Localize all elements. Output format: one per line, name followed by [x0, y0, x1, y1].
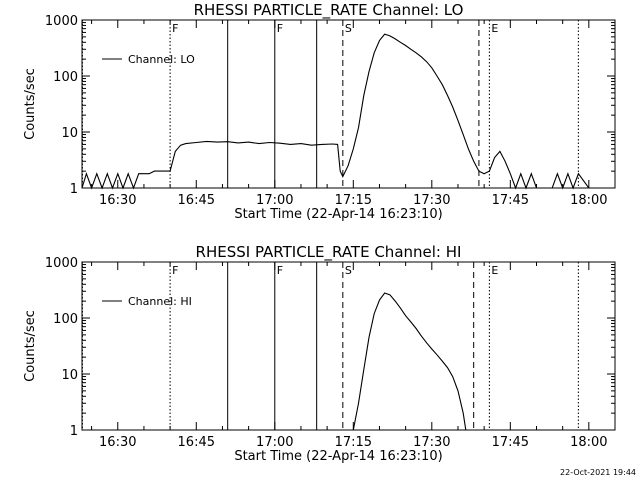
x-tick-label: 16:45 [178, 435, 215, 450]
event-marker-label: F [172, 264, 178, 277]
x-tick-label: 17:00 [256, 435, 293, 450]
event-marker-label: E [491, 264, 498, 277]
x-tick-label: 17:00 [256, 193, 293, 208]
x-tick-label: 17:15 [335, 435, 372, 450]
y-axis-label: Counts/sec [23, 68, 38, 140]
legend-label: Channel: LO [128, 53, 195, 66]
y-tick-label: 1 [70, 182, 78, 197]
event-marker-label: F [277, 22, 283, 35]
y-tick-label: 10 [61, 368, 78, 383]
y-tick-label: 10 [61, 126, 78, 141]
x-tick-label: 18:00 [570, 435, 607, 450]
y-tick-label: 1000 [45, 14, 78, 29]
event-marker-label: F [277, 264, 283, 277]
x-tick-label: 17:30 [413, 193, 450, 208]
y-axis-label: Counts/sec [23, 310, 38, 382]
footer-timestamp: 22-Oct-2021 19:44 [560, 468, 636, 477]
y-tick-label: 100 [53, 70, 78, 85]
series-line [352, 292, 467, 431]
chart-title: RHESSI PARTICLE_RATE Channel: LO [194, 1, 464, 20]
plot-frame [81, 261, 616, 431]
panel-hi: RHESSI PARTICLE_RATE Channel: HI 1 10 100 10… [23, 243, 616, 464]
event-marker-label: S [345, 22, 352, 35]
x-tick-label: 17:45 [492, 193, 529, 208]
x-tick-label: 18:00 [570, 193, 607, 208]
event-marker-label: S [345, 264, 352, 277]
series-line [81, 33, 615, 190]
y-tick-label: 100 [53, 312, 78, 327]
x-tick-label: 16:45 [178, 193, 215, 208]
x-axis-label: Start Time (22-Apr-14 16:23:10) [234, 449, 442, 464]
x-tick-label: 17:30 [413, 435, 450, 450]
event-marker-label: E [491, 22, 498, 35]
x-axis-label: Start Time (22-Apr-14 16:23:10) [234, 207, 442, 222]
y-tick-label: 1 [70, 424, 78, 439]
y-tick-label: 1000 [45, 256, 78, 271]
x-tick-label: 16:30 [99, 193, 136, 208]
x-tick-label: 17:45 [492, 435, 529, 450]
chart-title: RHESSI PARTICLE_RATE Channel: HI [196, 243, 462, 262]
x-tick-label: 17:15 [335, 193, 372, 208]
legend-label: Channel: HI [128, 295, 192, 308]
x-tick-label: 16:30 [99, 435, 136, 450]
event-marker-label: F [172, 22, 178, 35]
panel-lo: RHESSI PARTICLE_RATE Channel: LO 1 10 100 10… [23, 1, 616, 222]
